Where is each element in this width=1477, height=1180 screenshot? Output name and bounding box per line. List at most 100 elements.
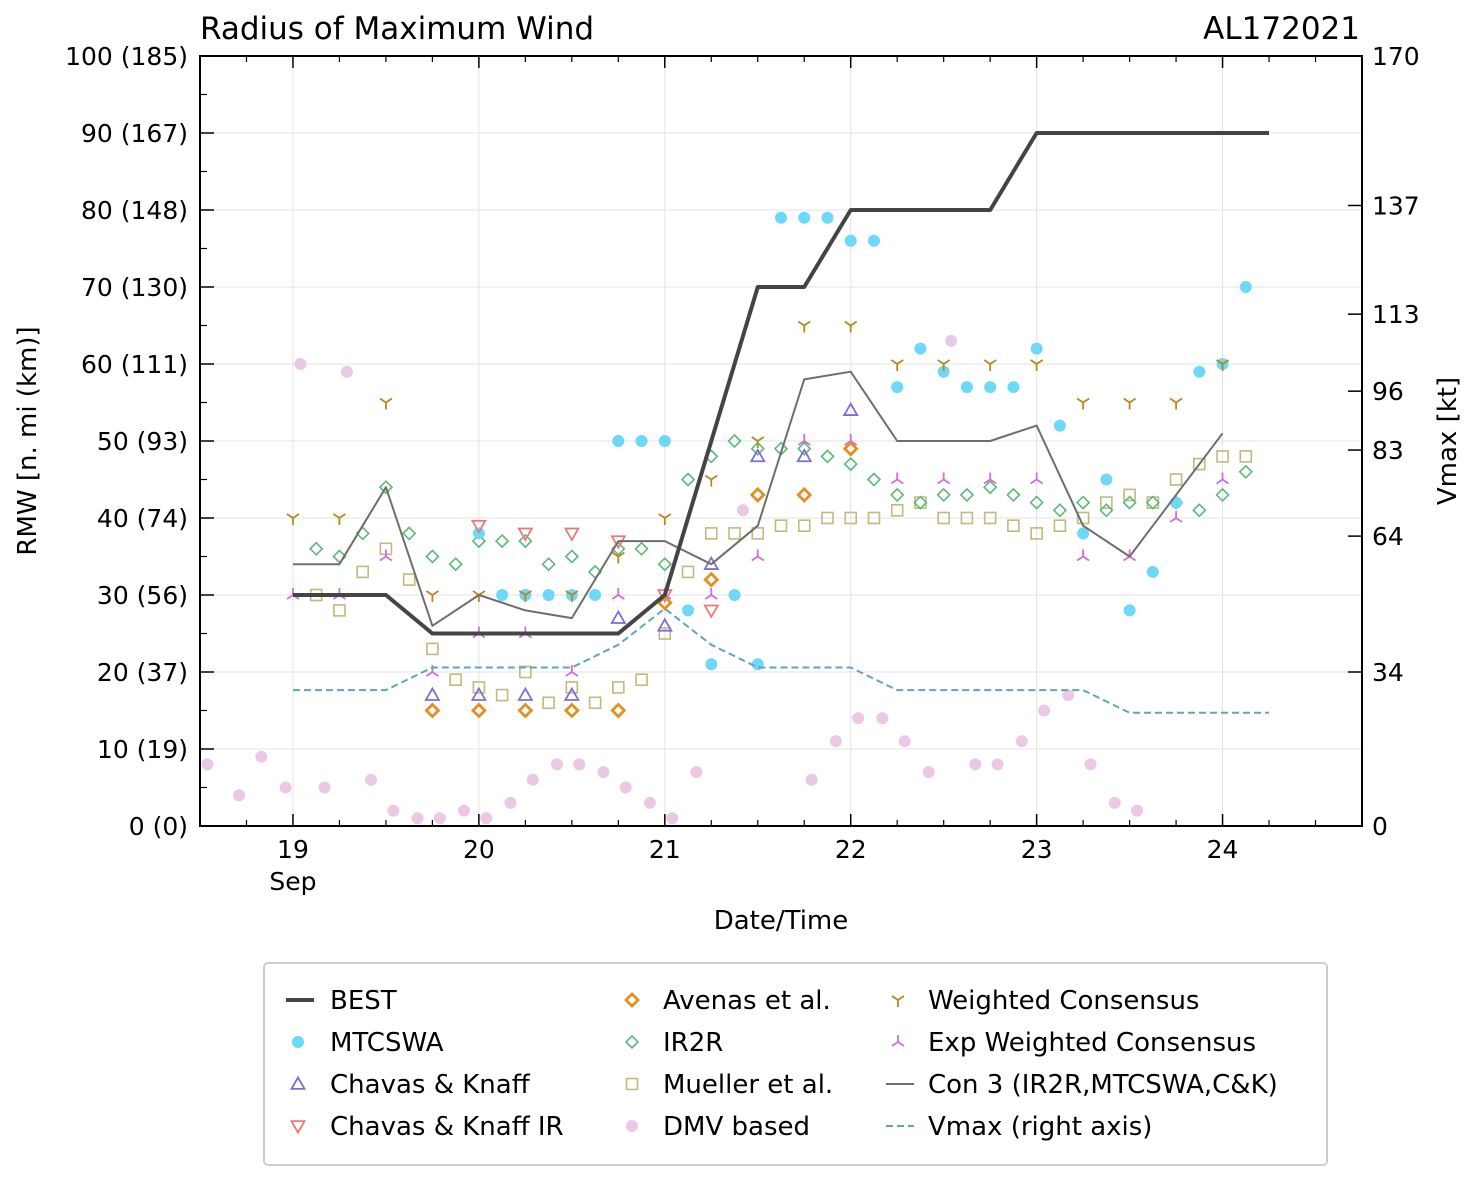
mueller-et-al-point [588,696,602,710]
exp-weighted-consensus-point [844,434,858,446]
legend-swatch [624,1034,640,1050]
dmv-based-point [387,804,400,817]
mueller-et-al-point [495,688,509,702]
legend-swatch [292,1036,304,1048]
avenas-et-al-point [749,486,766,503]
dmv-based-point [433,812,446,825]
y-tick-label-right: 96 [1372,377,1404,406]
dmv-based-point [643,796,656,809]
ir2r-point [1122,495,1137,510]
con-3-ir2r-mtcswa-c-k-line [293,370,1224,627]
axes: 19 20 21 22 23 24 Sep 0 (0) 10 (19) 20 (37) 30 (56… [65,42,1420,896]
ir2r-point [866,472,882,487]
dmv-based-point [1015,735,1028,748]
mtcswa-point [1077,527,1090,540]
dmv-based-point [619,781,632,794]
weighted-consensus-point [425,590,439,602]
dmv-based-point [736,504,749,517]
legend-item-dmv-based: DMV based [626,1112,810,1142]
y-tick-label-left: 10 (19) [97,735,188,764]
mueller-et-al-point [449,673,462,687]
chavas-knaff-point [517,686,534,701]
dmv-based-point [1108,796,1121,809]
mueller-et-al-point [937,511,950,525]
weighted-consensus-point [751,436,765,448]
weighted-consensus-point [704,474,718,487]
ir2r-point [1238,464,1253,479]
mueller-et-al-point [797,519,811,533]
ir2r-point [518,533,533,549]
legend-label: Con 3 (IR2R,MTCSWA,C&K) [928,1070,1278,1100]
ir2r-point [378,480,394,495]
y-tick-label-right: 137 [1372,191,1420,220]
legend-item-avenas-et-al: Avenas et al. [624,986,831,1016]
exp-weighted-consensus-point [751,549,765,562]
weighted-consensus-point [1076,397,1090,410]
mueller-et-al-point [914,496,927,509]
avenas-et-al-point [796,486,813,503]
mueller-et-al-point [635,673,648,687]
y-tick-label-right: 0 [1372,812,1388,841]
dmv-based-point [969,758,982,771]
exp-weighted-consensus-point [611,588,625,600]
mtcswa-point [914,342,927,355]
exp-weighted-consensus-point [983,472,997,485]
mueller-et-al-point [1193,457,1206,471]
mtcswa-point [496,589,509,601]
dmv-based-point [690,766,703,779]
mtcswa-point [1193,365,1206,378]
mueller-et-al-point [821,511,834,525]
mueller-et-al-point [1100,496,1113,509]
weighted-consensus-point [565,590,579,602]
chavas-knaff-ir-point [470,519,487,535]
legend-item-chavas-knaff-ir: Chavas & Knaff IR [289,1112,564,1142]
legend-swatch [891,995,905,1007]
ir2r-point [471,533,487,549]
mtcswa-point [1053,419,1066,432]
chavas-knaff-point [796,448,813,463]
avenas-et-al-point [610,702,627,719]
legend-item-weighted-consensus: Weighted Consensus [891,986,1199,1016]
mueller-et-al-point [426,642,439,656]
chavas-knaff-point [610,609,627,624]
weighted-consensus-point [332,513,346,525]
x-tick-label: 22 [835,835,867,864]
y-tick-label-left: 0 (0) [129,812,188,841]
x-tick-label: 21 [649,835,681,864]
mtcswa-point [844,234,857,247]
weighted-consensus-point [844,320,858,333]
ir2r-point [820,449,835,464]
ir2r-point [1192,503,1207,518]
mueller-et-al-point [356,565,369,579]
mueller-et-al-point [1146,496,1160,509]
x-tick-label: 23 [1021,835,1053,864]
series-ir2r [309,433,1253,580]
mueller-et-al-point [681,565,695,579]
y-axis-label-right: Vmax [kt] [1433,377,1463,505]
mueller-et-al-point [542,696,555,710]
dmv-based-point [294,358,307,370]
dmv-based-point [805,773,818,786]
series-vmax-right-axis [293,607,1269,714]
mueller-et-al-point [658,627,672,640]
chavas-knaff-point [656,617,673,632]
legend-item-mueller-et-al: Mueller et al. [625,1070,833,1100]
dmv-based-point [279,781,292,794]
ir2r-point [936,487,951,503]
series-chavas-knaff [424,401,859,701]
mtcswa-point [1100,473,1113,486]
legend-swatch [624,992,640,1008]
y-tick-label-right: 34 [1372,658,1404,687]
mtcswa-point [891,381,904,394]
dmv-based-point [255,750,268,763]
ir2r-point [843,456,858,472]
exp-weighted-consensus-point [937,472,951,485]
mtcswa-point [658,435,671,447]
mtcswa-point [960,381,973,394]
chavas-knaff-point [470,686,487,701]
ir2r-point [913,495,928,510]
y-tick-label-left: 90 (167) [81,119,188,148]
weighted-consensus-point [983,359,997,371]
avenas-et-al-point [424,702,441,719]
